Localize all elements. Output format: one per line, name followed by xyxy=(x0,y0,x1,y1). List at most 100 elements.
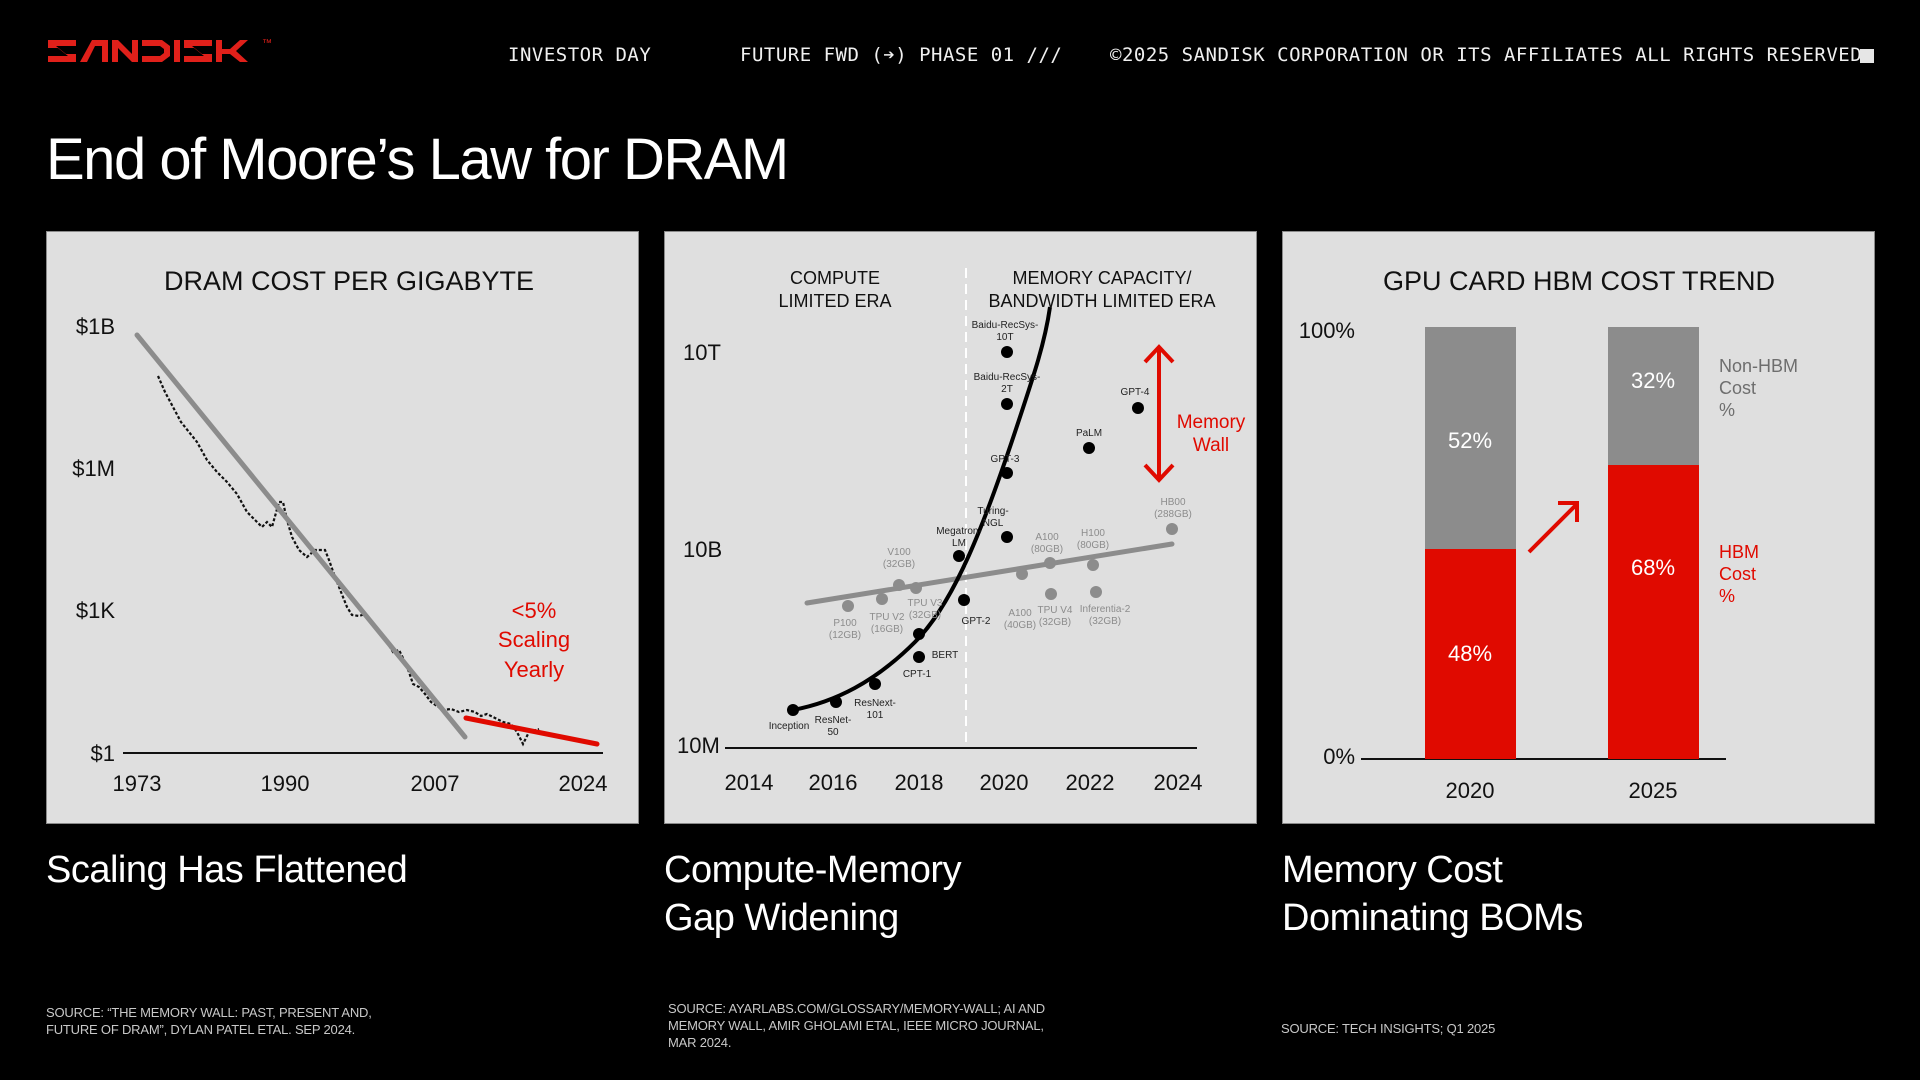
point-label: HB00 xyxy=(1160,497,1185,508)
annotation: Yearly xyxy=(504,657,564,682)
x-tick: 2024 xyxy=(1154,770,1203,795)
svg-text:%: % xyxy=(1719,400,1735,420)
header-future-fwd: FUTURE FWD (➔) PHASE 01 /// xyxy=(740,44,1063,66)
x-tick: 2007 xyxy=(411,771,460,796)
bar-2020-non-hbm xyxy=(1425,327,1516,549)
sandisk-logo xyxy=(48,40,248,62)
source-3: SOURCE: TECH INSIGHTS; Q1 2025 xyxy=(1281,1021,1496,1036)
dram-actual-series xyxy=(156,375,540,747)
bar-value: 32% xyxy=(1631,368,1675,393)
point-label: (32GB) xyxy=(909,610,941,621)
recent-trend-line xyxy=(463,715,600,747)
point-label: (32GB) xyxy=(1039,617,1071,628)
point-label: (288GB) xyxy=(1154,509,1192,520)
memory-wall-chart-panel: COMPUTE LIMITED ERA MEMORY CAPACITY/ BAN… xyxy=(664,231,1257,824)
point-label: GPT-4 xyxy=(1121,387,1150,398)
dram-cost-chart-panel: DRAM COST PER GIGABYTE $1B $1M $1K $1 19… xyxy=(46,231,639,824)
page-title: End of Moore’s Law for DRAM xyxy=(46,127,789,192)
x-tick: 2020 xyxy=(1446,778,1495,803)
y-tick: 100% xyxy=(1299,318,1355,343)
source-2: SOURCE: AYARLABS.COM/GLOSSARY/MEMORY-WAL… xyxy=(668,1001,1045,1050)
annotation: Memory xyxy=(1177,412,1246,433)
accelerator-points xyxy=(842,523,1178,612)
era-label: MEMORY CAPACITY/ xyxy=(1012,268,1191,288)
era-label: LIMITED ERA xyxy=(778,291,891,311)
chart-title: DRAM COST PER GIGABYTE xyxy=(164,266,534,296)
increase-arrow-icon xyxy=(1527,501,1579,554)
point-label: ResNet- xyxy=(815,715,852,726)
point-label: 10T xyxy=(996,332,1013,343)
point-label: Baidu-RecSys- xyxy=(974,372,1041,383)
point-label: Baidu-RecSys- xyxy=(972,320,1039,331)
x-tick: 2024 xyxy=(559,771,608,796)
legend-hbm: HBM Cost % xyxy=(1719,542,1759,606)
x-tick: 1973 xyxy=(113,771,162,796)
x-tick: 2016 xyxy=(809,770,858,795)
era-label: BANDWIDTH LIMITED ERA xyxy=(988,291,1215,311)
source-1: SOURCE: “THE MEMORY WALL: PAST, PRESENT … xyxy=(46,1005,372,1037)
point-label: (40GB) xyxy=(1004,620,1036,631)
point-label: LM xyxy=(952,538,966,549)
x-tick: 2025 xyxy=(1629,778,1678,803)
x-tick: 2022 xyxy=(1066,770,1115,795)
point-label: A100 xyxy=(1035,532,1059,543)
legend-non-hbm: Non-HBM Cost % xyxy=(1719,356,1798,420)
header-copyright: ©2025 SANDISK CORPORATION OR ITS AFFILIA… xyxy=(1110,44,1863,66)
memory-trend-line xyxy=(804,541,1175,606)
point-label: Inferentia-2 xyxy=(1080,604,1131,615)
point-label: (80GB) xyxy=(1077,540,1109,551)
point-label: Turing- xyxy=(977,506,1008,517)
x-tick: 1990 xyxy=(261,771,310,796)
y-tick: $1B xyxy=(76,314,115,339)
memory-wall-arrow-icon xyxy=(1143,344,1175,483)
annotation: Wall xyxy=(1193,435,1229,456)
svg-text:Cost: Cost xyxy=(1719,378,1756,398)
point-label: H100 xyxy=(1081,528,1105,539)
point-label: (80GB) xyxy=(1031,544,1063,555)
annotation: Scaling xyxy=(498,627,570,652)
y-tick: 10T xyxy=(683,340,721,365)
compute-trend-curve xyxy=(792,306,1052,712)
square-icon xyxy=(1860,49,1874,63)
header-investor-day: INVESTOR DAY xyxy=(508,44,652,66)
point-label: P100 xyxy=(833,618,857,629)
y-tick: $1K xyxy=(76,598,115,623)
trademark: ™ xyxy=(262,38,272,49)
svg-text:Cost: Cost xyxy=(1719,564,1756,584)
point-label: PaLM xyxy=(1076,428,1102,439)
svg-text:%: % xyxy=(1719,586,1735,606)
point-label: Megatron- xyxy=(936,526,982,537)
point-label: CPT-1 xyxy=(903,669,932,680)
point-label: (32GB) xyxy=(1089,616,1121,627)
svg-text:HBM: HBM xyxy=(1719,542,1759,562)
point-label: 101 xyxy=(867,710,884,721)
point-label: GPT-2 xyxy=(962,616,991,627)
point-label: NGL xyxy=(983,518,1004,529)
bar-value: 68% xyxy=(1631,555,1675,580)
y-tick: $1 xyxy=(91,741,115,766)
point-label: TPU V3 xyxy=(907,598,942,609)
bar-2020-hbm xyxy=(1425,549,1516,759)
caption-scaling: Scaling Has Flattened xyxy=(46,849,408,891)
point-label: V100 xyxy=(887,547,911,558)
svg-text:Non-HBM: Non-HBM xyxy=(1719,356,1798,376)
y-tick: 10B xyxy=(683,537,722,562)
point-label: 2T xyxy=(1001,384,1013,395)
hbm-cost-chart: GPU CARD HBM COST TREND 100% 0% 52% 48% … xyxy=(1299,266,1798,803)
dram-cost-chart: DRAM COST PER GIGABYTE $1B $1M $1K $1 19… xyxy=(72,266,608,796)
annotation: <5% xyxy=(512,598,557,623)
point-label: BERT xyxy=(932,650,959,661)
model-points xyxy=(787,346,1144,716)
caption-memory-cost: Memory Cost Dominating BOMs xyxy=(1282,849,1583,939)
y-tick: $1M xyxy=(72,456,115,481)
y-tick: 10M xyxy=(677,733,720,758)
era-label: COMPUTE xyxy=(790,268,880,288)
point-label: ResNext- xyxy=(854,698,896,709)
caption-gap: Compute-Memory Gap Widening xyxy=(664,849,962,939)
historical-trend-line xyxy=(134,332,468,740)
x-tick: 2020 xyxy=(980,770,1029,795)
chart-title: GPU CARD HBM COST TREND xyxy=(1383,266,1775,296)
point-label: Inception xyxy=(769,721,810,732)
point-label: TPU V4 xyxy=(1037,605,1072,616)
point-label: GPT-3 xyxy=(991,454,1020,465)
